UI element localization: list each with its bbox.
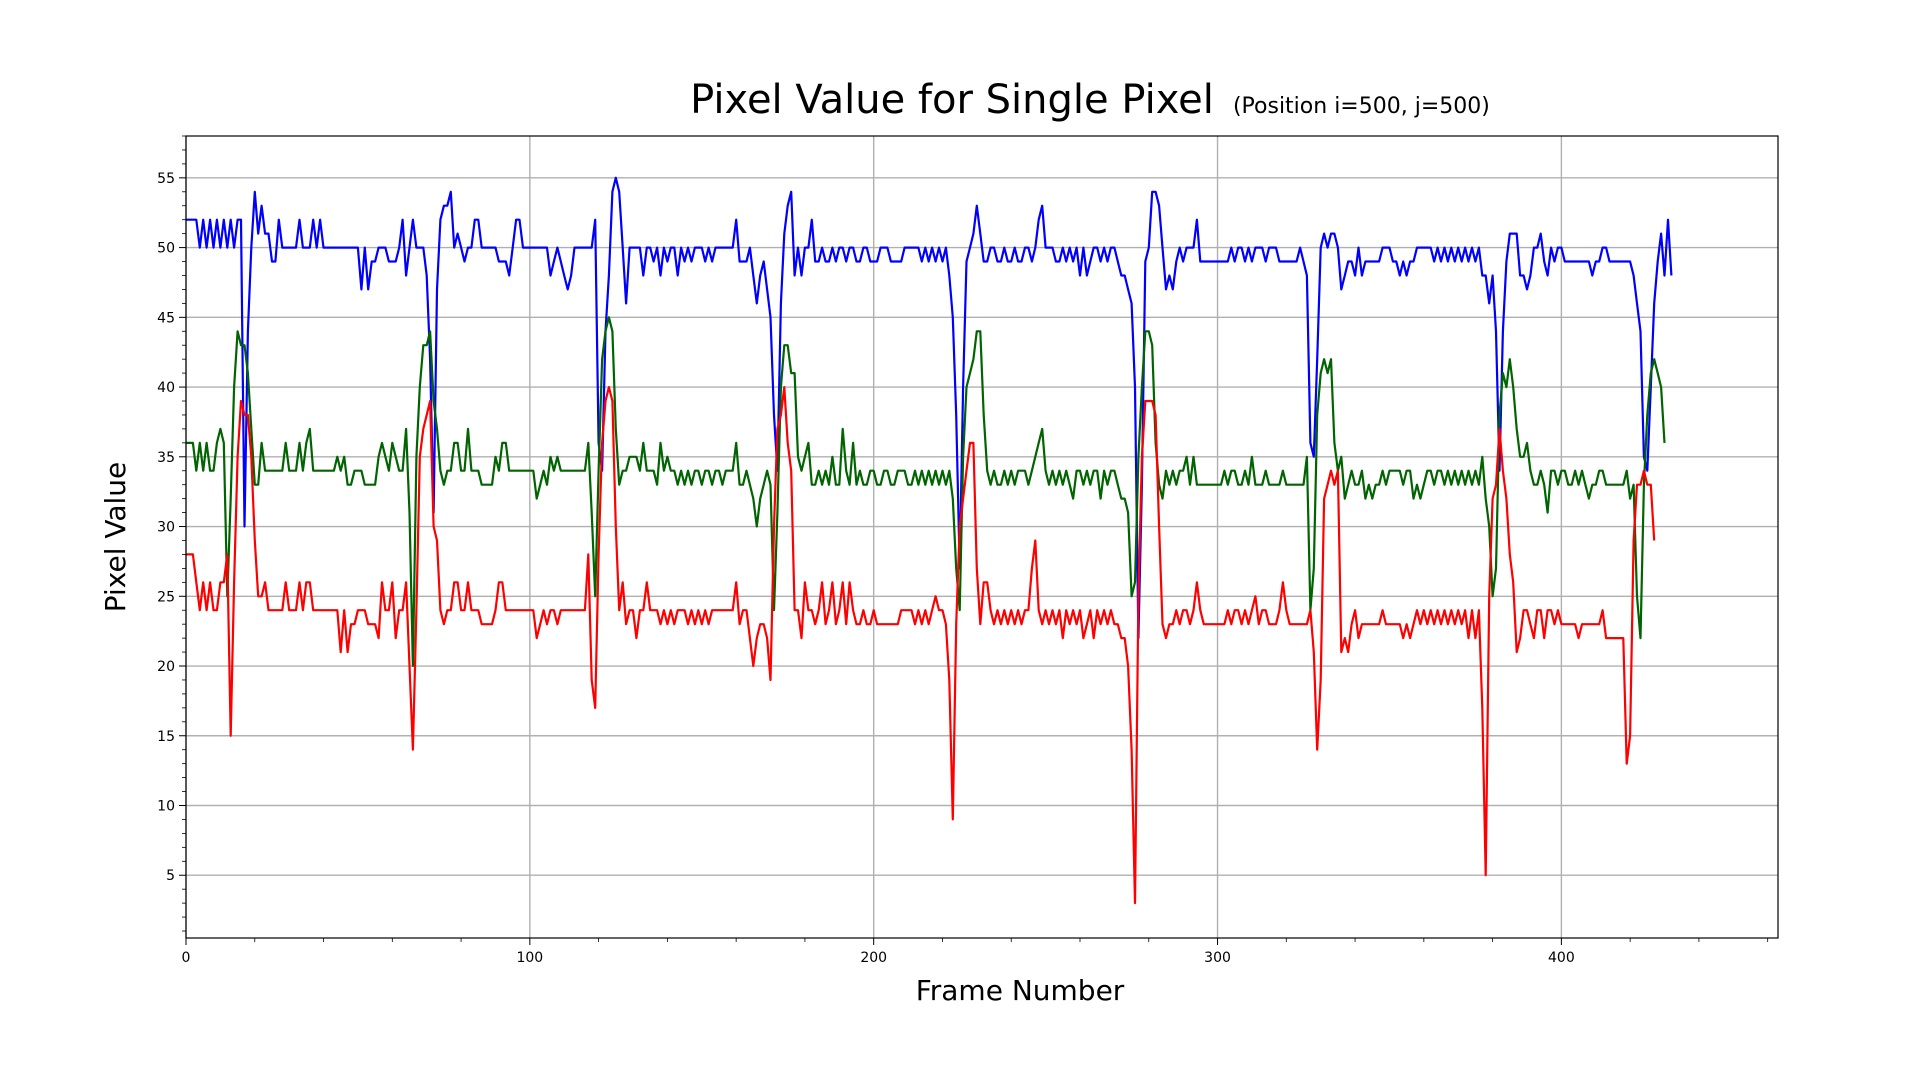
chart-subtitle: (Position i=500, j=500): [1233, 94, 1490, 119]
x-tick-label: 300: [1204, 950, 1231, 966]
y-tick-label: 25: [157, 589, 175, 605]
chart-title: Pixel Value for Single Pixel (Position i…: [690, 77, 1490, 123]
x-tick-label: 400: [1548, 950, 1575, 966]
y-tick-label: 20: [157, 659, 175, 675]
y-tick-label: 30: [157, 520, 175, 536]
y-tick-label: 55: [157, 171, 175, 187]
y-axis-label: Pixel Value: [99, 462, 132, 613]
y-tick-label: 10: [157, 798, 175, 814]
plot-area: [185, 135, 1779, 939]
y-tick-label: 40: [157, 380, 175, 396]
x-axis-label: Frame Number: [916, 974, 1125, 1007]
y-tick-label: 5: [166, 868, 175, 884]
y-tick-label: 15: [157, 729, 175, 745]
y-tick-label: 45: [157, 310, 175, 326]
x-tick-label: 100: [516, 950, 543, 966]
y-tick-label: 50: [157, 241, 175, 257]
series-line-1: [186, 176, 1673, 640]
chart-title-main: Pixel Value for Single Pixel: [690, 77, 1214, 123]
x-tick-label: 200: [860, 950, 887, 966]
x-tick-label: 0: [182, 950, 191, 966]
series-line-2: [186, 316, 1666, 668]
ticks: 0 100 200 300 400 5 10 15 20 25 30 35 40 45 50 55: [157, 135, 1769, 966]
series-line-3: [186, 386, 1656, 905]
series-layer: [186, 176, 1673, 905]
y-tick-label: 35: [157, 450, 175, 466]
